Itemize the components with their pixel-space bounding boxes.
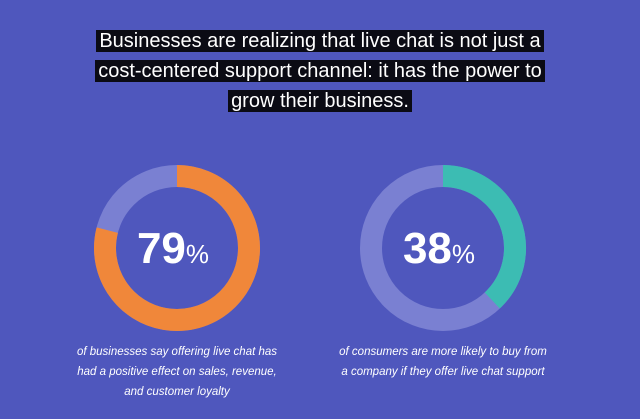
caption-line: had a positive effect on sales, revenue, (77, 366, 276, 378)
headline-line: grow their business. (228, 90, 412, 112)
value-label: 79% (137, 224, 209, 273)
headline-line: Businesses are realizing that live chat … (96, 30, 544, 52)
donut-arc (442, 165, 526, 309)
caption-line: of consumers are more likely to buy from (339, 346, 547, 358)
headline: Businesses are realizing that live chat … (0, 26, 640, 116)
value-label: 38% (403, 224, 475, 273)
value-unit: % (186, 239, 209, 269)
value-unit: % (452, 239, 475, 269)
value-number: 38 (403, 224, 452, 273)
caption-line: and customer loyalty (124, 386, 231, 398)
value-number: 79 (137, 224, 186, 273)
caption-line: a company if they offer live chat suppor… (341, 366, 545, 378)
donut-arc (94, 165, 260, 331)
caption-line: of businesses say offering live chat has (77, 346, 277, 358)
headline-line: cost-centered support channel: it has th… (95, 60, 545, 82)
